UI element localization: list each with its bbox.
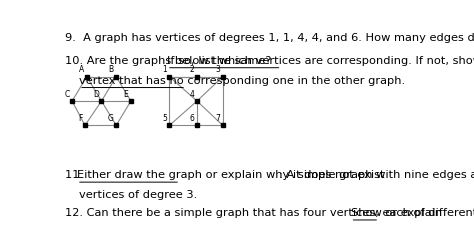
Text: Show or explain: Show or explain (351, 208, 442, 218)
Text: D: D (93, 90, 99, 99)
Text: F: F (78, 114, 82, 123)
Text: 3: 3 (215, 65, 220, 74)
Text: 7: 7 (215, 114, 220, 123)
Text: 10. Are the graphs below the same?: 10. Are the graphs below the same? (65, 56, 275, 66)
Text: 12. Can there be a simple graph that has four vertices, each of different degree: 12. Can there be a simple graph that has… (65, 208, 474, 218)
Text: 4: 4 (190, 90, 194, 99)
Text: .: . (408, 208, 411, 218)
Text: 9.  A graph has vertices of degrees 1, 1, 4, 4, and 6. How many edges does the g: 9. A graph has vertices of degrees 1, 1,… (65, 33, 474, 44)
Text: If so, list which vertices are corresponding. If not, show a: If so, list which vertices are correspon… (167, 56, 474, 66)
Text: : A simple graph with nine edges and all: : A simple graph with nine edges and all (279, 170, 474, 180)
Text: B: B (109, 65, 114, 74)
Text: Either draw the graph or explain why it does not exist: Either draw the graph or explain why it … (77, 170, 384, 180)
Text: vertices of degree 3.: vertices of degree 3. (79, 190, 197, 200)
Text: 2: 2 (190, 65, 194, 74)
Text: 1: 1 (162, 65, 167, 74)
Text: vertex that has no corresponding one in the other graph.: vertex that has no corresponding one in … (79, 76, 405, 86)
Text: E: E (124, 90, 128, 99)
Text: 11.: 11. (65, 170, 87, 180)
Text: A: A (79, 65, 84, 74)
Text: 6: 6 (190, 114, 194, 123)
Text: C: C (64, 90, 70, 99)
Text: G: G (108, 114, 114, 123)
Text: 5: 5 (162, 114, 167, 123)
